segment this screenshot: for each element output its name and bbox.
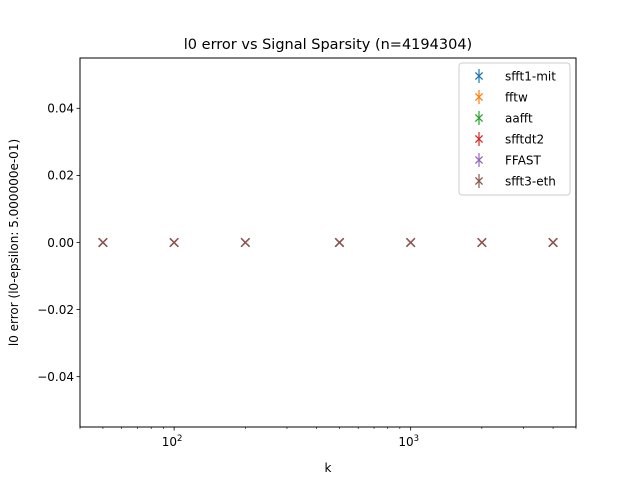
legend-marker xyxy=(474,134,484,144)
y-tick-label: 0.02 xyxy=(47,169,74,183)
legend-marker xyxy=(474,155,484,165)
x-tick-label: 102 xyxy=(162,434,183,449)
legend-label: sfft3-eth xyxy=(505,175,556,189)
series-6 xyxy=(98,237,558,248)
data-point xyxy=(334,237,345,248)
y-tick-label: 0.04 xyxy=(47,102,74,116)
data-point xyxy=(548,237,558,248)
legend-item: FFAST xyxy=(474,153,542,168)
legend-marker xyxy=(474,176,484,186)
y-axis-label: l0 error (l0-epsilon: 5.000000e-01) xyxy=(7,139,21,346)
x-axis-label: k xyxy=(325,461,332,475)
legend-item: sfft3-eth xyxy=(474,174,556,189)
axis-ticks: −0.04 −0.02 0.00 0.02 0.04 102 103 xyxy=(37,102,577,449)
y-tick-label: −0.02 xyxy=(37,303,74,317)
legend: sfft1-mit fftw aafft sfftdt2 FFAST sfft3-eth xyxy=(458,62,571,196)
legend-item: sfftdt2 xyxy=(474,132,544,147)
x-tick-label: 103 xyxy=(398,434,419,449)
chart-title: l0 error vs Signal Sparsity (n=4194304) xyxy=(184,37,472,53)
legend-label: fftw xyxy=(505,91,528,105)
legend-label: sfft1-mit xyxy=(505,70,556,84)
legend-label: aafft xyxy=(505,112,533,126)
legend-item: sfft1-mit xyxy=(474,69,556,84)
legend-box xyxy=(458,62,571,196)
data-point xyxy=(477,237,487,248)
legend-marker xyxy=(474,71,484,81)
plot-frame xyxy=(79,57,577,428)
data-point xyxy=(169,237,179,248)
legend-item: aafft xyxy=(474,111,533,126)
legend-label: FFAST xyxy=(505,154,542,168)
legend-marker xyxy=(474,113,484,123)
legend-marker xyxy=(474,92,484,102)
y-tick-label: −0.04 xyxy=(37,370,74,384)
legend-item: fftw xyxy=(474,90,528,105)
data-point xyxy=(98,237,108,248)
data-point xyxy=(240,237,250,248)
data-markers xyxy=(98,237,558,248)
legend-label: sfftdt2 xyxy=(505,133,544,147)
y-tick-label: 0.00 xyxy=(47,236,74,250)
data-point xyxy=(406,237,416,248)
